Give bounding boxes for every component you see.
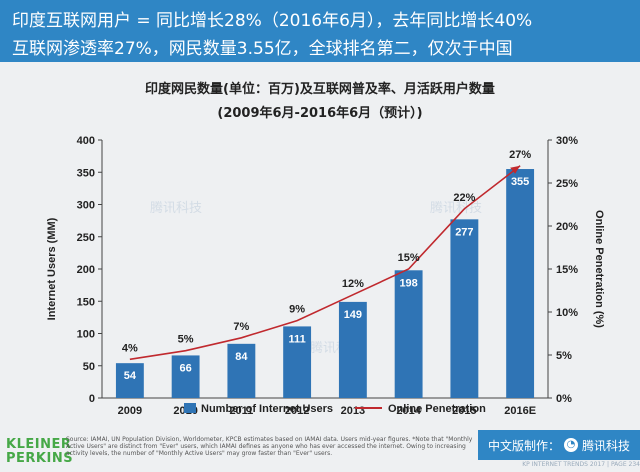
bar: [338, 301, 367, 398]
x-tick-label: 2014: [396, 405, 421, 417]
page-number: KP INTERNET TRENDS 2017 | PAGE 234: [522, 461, 640, 468]
bar-value-label: 66: [180, 362, 192, 374]
y2-tick-label: 10%: [556, 307, 578, 319]
legend-label-users: Number of Internet Users: [201, 403, 333, 415]
penetration-label: 15%: [398, 252, 420, 264]
watermark-text: 腾讯科技: [150, 200, 202, 216]
penetration-label: 27%: [509, 149, 531, 161]
y-tick-label: 350: [77, 167, 95, 179]
x-tick-label: 2015: [452, 405, 476, 417]
penetration-label: 4%: [122, 342, 138, 354]
watermark-text: 腾讯科技: [430, 200, 482, 216]
logo-line-2: PERKINS: [6, 451, 74, 466]
logo-line-1: KLEINER: [6, 437, 72, 452]
penetration-label: 22%: [453, 192, 475, 204]
bar-value-label: 149: [344, 309, 362, 321]
y-tick-label: 150: [77, 296, 95, 308]
y-tick-label: 0: [89, 393, 95, 405]
y-tick-label: 300: [77, 200, 95, 212]
chart: 印度网民数量(单位：百万)及互联网普及率、月活跃用户数量 (2009年6月-20…: [46, 81, 605, 417]
y2-axis-title: Online Penetration (%): [593, 210, 605, 328]
source-note: Source: IAMAI, UN Population Division, W…: [66, 436, 473, 457]
bar: [450, 219, 479, 398]
bar: [227, 343, 256, 398]
headline-line-1: 印度互联网用户 = 同比增长28%（2016年6月），去年同比增长40%: [12, 11, 533, 31]
penetration-label: 5%: [178, 334, 194, 346]
tencent-logo-icon: ◔: [564, 438, 578, 452]
y2-tick-label: 0%: [556, 393, 572, 405]
bar: [115, 363, 144, 398]
x-tick-label: 2011: [229, 405, 253, 417]
legend-label-penetration: Online Penetration: [388, 403, 486, 415]
bar-value-label: 84: [235, 351, 248, 363]
bar: [171, 355, 200, 398]
chart-subtitle: (2009年6月-2016年6月（预计）): [217, 105, 422, 121]
bar: [283, 326, 312, 398]
header-banner: 印度互联网用户 = 同比增长28%（2016年6月），去年同比增长40% 互联网…: [0, 0, 640, 62]
bar: [506, 169, 535, 398]
y2-tick-label: 15%: [556, 264, 578, 276]
penetration-line: [129, 165, 521, 361]
penetration-label: 12%: [342, 278, 364, 290]
y2-tick-label: 5%: [556, 350, 572, 362]
y2-tick-label: 30%: [556, 135, 578, 147]
headline-line-2: 互联网渗透率27%，网民数量3.55亿，全球排名第二，仅次于中国: [12, 39, 513, 59]
penetration-label: 7%: [233, 321, 249, 333]
bar-value-label: 355: [511, 176, 529, 188]
chart-title: 印度网民数量(单位：百万)及互联网普及率、月活跃用户数量: [145, 81, 495, 97]
y-tick-label: 50: [83, 361, 95, 373]
penetration-label: 9%: [289, 304, 305, 316]
y-tick-label: 400: [77, 135, 95, 147]
legend-swatch-bar: [184, 403, 196, 413]
x-tick-label: 2009: [118, 405, 142, 417]
bar: [394, 270, 423, 398]
bar-value-label: 54: [124, 370, 137, 382]
tencent-badge: 中文版制作： ◔ 腾讯科技: [478, 430, 640, 460]
bar-value-label: 111: [289, 333, 306, 345]
badge-text: 中文版制作：: [487, 438, 560, 453]
y2-tick-label: 25%: [556, 178, 578, 190]
y-tick-label: 250: [77, 232, 95, 244]
bar-value-label: 198: [399, 277, 417, 289]
kleiner-perkins-logo: KLEINER PERKINS: [6, 438, 73, 466]
y-tick-label: 100: [77, 329, 95, 341]
y-axis-title: Internet Users (MM): [46, 217, 58, 320]
badge-logo-text: 腾讯科技: [582, 438, 631, 453]
y2-tick-label: 20%: [556, 221, 578, 233]
x-tick-label: 2013: [341, 405, 365, 417]
y-tick-label: 200: [77, 264, 95, 276]
line-arrowhead: [510, 165, 521, 174]
x-tick-label: 2012: [285, 405, 309, 417]
x-tick-label: 2016E: [504, 405, 536, 417]
bar-value-label: 277: [455, 226, 473, 238]
